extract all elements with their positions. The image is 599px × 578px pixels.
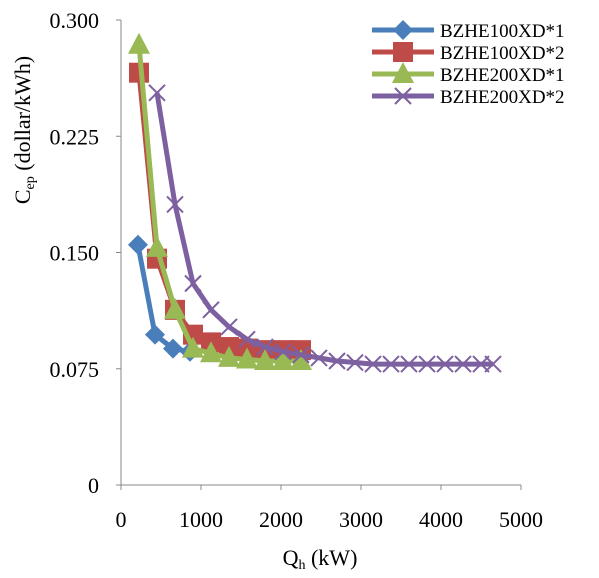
legend-item: BZHE100XD*1 [372,20,565,42]
marker [382,355,400,373]
legend-marker [394,87,412,105]
marker [292,346,310,364]
marker [418,355,436,373]
y-tick-label: 0.225 [50,124,100,149]
marker [184,274,202,293]
legend-label: BZHE200XD*2 [440,87,565,108]
marker [200,341,222,363]
x-tick-label: 4000 [419,507,463,532]
marker [145,324,165,345]
x-tick-label: 2000 [259,507,303,532]
marker [290,349,312,370]
marker [164,297,186,319]
legend-marker [392,62,414,83]
x-tick-label: 3000 [339,507,383,532]
y-axis-title: Cep (dollar/kWh) [10,56,38,204]
marker [364,355,382,373]
x-tick-label: 0 [116,507,127,532]
marker [128,32,150,54]
marker [346,353,364,372]
marker [127,234,148,255]
series-line [136,44,301,364]
marker [272,349,294,370]
legend-item: BZHE100XD*2 [372,42,565,64]
legend-label: BZHE100XD*2 [440,43,565,64]
marker [310,349,328,367]
marker [484,355,502,373]
x-axis-title: Qh (kW) [283,545,358,573]
marker [328,352,346,370]
y-tick-label: 0.150 [50,241,100,266]
y-tick-label: 0.300 [50,8,100,33]
legend-item: BZHE200XD*1 [372,62,565,86]
marker [254,349,276,370]
marker [166,195,184,214]
legend-marker [393,42,413,62]
legend-marker [393,20,413,40]
marker [220,318,238,336]
marker [202,301,220,319]
marker [454,355,472,373]
marker [148,84,166,102]
x-tick-label: 1000 [179,507,223,532]
series-line [154,92,493,367]
x-tick-label: 5000 [499,507,543,532]
y-tick-label: 0 [88,473,99,498]
marker [218,345,240,367]
marker [236,347,258,369]
series-line [135,244,191,355]
marker [163,338,183,359]
marker [400,355,418,373]
marker [146,235,168,257]
marker [238,330,256,349]
marker [274,342,292,361]
legend-label: BZHE200XD*1 [440,65,565,86]
legend-label: BZHE100XD*1 [440,21,565,42]
marker [256,338,274,356]
y-tick-label: 0.075 [50,357,100,382]
series-line [136,72,301,353]
marker [182,336,204,358]
legend-item: BZHE200XD*2 [372,87,565,108]
marker [436,355,454,373]
